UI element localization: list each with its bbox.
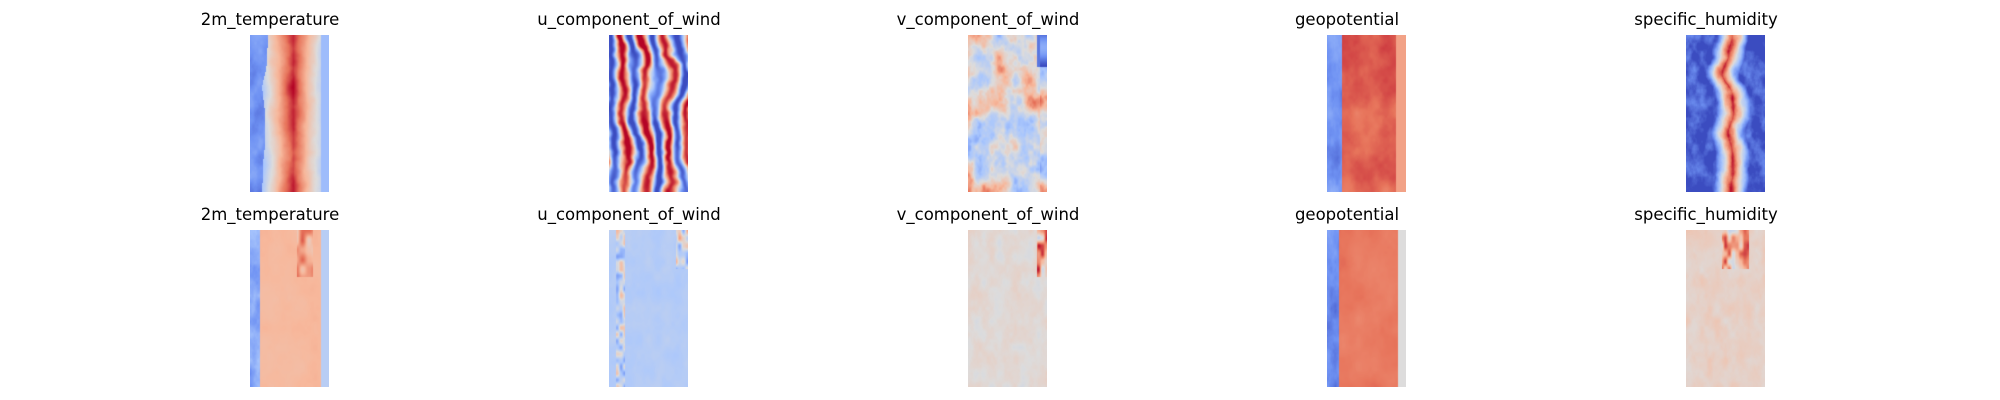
panel-title: 2m_temperature: [200, 205, 340, 224]
panel-title: specific_humidity: [1634, 10, 1778, 29]
panel-title: v_component_of_wind: [896, 10, 1080, 29]
panel-title: v_component_of_wind: [896, 205, 1080, 224]
heatmap-u-component-of-wind-row2: [609, 230, 688, 387]
heatmap-v-component-of-wind-row2: [968, 230, 1047, 387]
heatmap-2m-temperature-row1: [250, 35, 329, 192]
panel-title: specific_humidity: [1634, 205, 1778, 224]
panel-title: geopotential: [1294, 205, 1400, 224]
heatmap-geopotential-row2: [1327, 230, 1406, 387]
panel-title: 2m_temperature: [200, 10, 340, 29]
heatmap-2m-temperature-row2: [250, 230, 329, 387]
panel-title: u_component_of_wind: [537, 10, 721, 29]
heatmap-specific-humidity-row1: [1686, 35, 1765, 192]
heatmap-v-component-of-wind-row1: [968, 35, 1047, 192]
panel-title: geopotential: [1294, 10, 1400, 29]
heatmap-u-component-of-wind-row1: [609, 35, 688, 192]
heatmap-specific-humidity-row2: [1686, 230, 1765, 387]
panel-title: u_component_of_wind: [537, 205, 721, 224]
heatmap-geopotential-row1: [1327, 35, 1406, 192]
